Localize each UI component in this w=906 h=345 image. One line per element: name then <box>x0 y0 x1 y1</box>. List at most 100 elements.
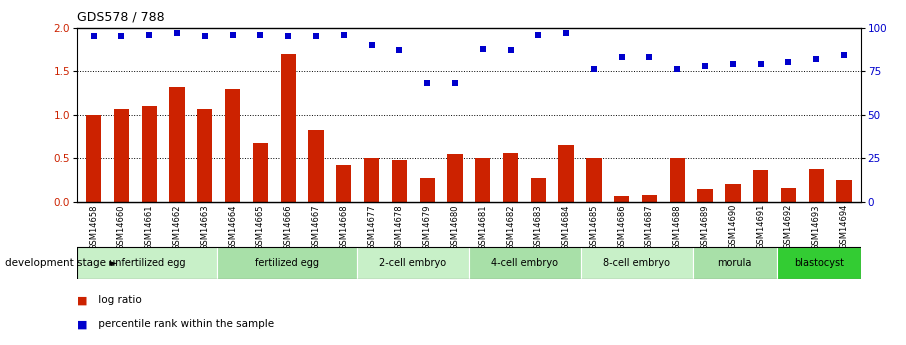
Point <box>448 81 462 86</box>
Bar <box>198 109 213 202</box>
Point <box>726 61 740 67</box>
Bar <box>364 158 380 202</box>
Point <box>419 81 434 86</box>
Bar <box>781 188 796 202</box>
Bar <box>693 247 776 279</box>
Text: percentile rank within the sample: percentile rank within the sample <box>95 319 275 329</box>
Bar <box>169 87 185 202</box>
Bar <box>753 170 768 202</box>
Bar <box>308 130 323 202</box>
Text: GSM14682: GSM14682 <box>506 204 515 249</box>
Text: GSM14687: GSM14687 <box>645 204 654 250</box>
Point <box>169 30 184 36</box>
Point <box>837 53 852 58</box>
Point <box>226 32 240 37</box>
Bar <box>776 247 861 279</box>
Text: GSM14661: GSM14661 <box>145 204 154 249</box>
Point <box>364 42 379 48</box>
Text: GSM14692: GSM14692 <box>784 204 793 249</box>
Text: GSM14679: GSM14679 <box>423 204 431 249</box>
Point <box>142 32 157 37</box>
Bar <box>114 109 130 202</box>
Point <box>253 32 267 37</box>
Bar <box>468 247 581 279</box>
Point <box>754 61 768 67</box>
Bar <box>725 185 740 202</box>
Point <box>476 46 490 51</box>
Text: GDS578 / 788: GDS578 / 788 <box>77 10 165 23</box>
Bar <box>808 169 824 202</box>
Bar <box>225 89 240 202</box>
Point <box>698 63 712 69</box>
Point <box>670 67 685 72</box>
Bar <box>581 247 693 279</box>
Text: GSM14680: GSM14680 <box>450 204 459 249</box>
Point <box>614 55 629 60</box>
Bar <box>475 158 490 202</box>
Bar <box>141 106 157 202</box>
Text: fertilized egg: fertilized egg <box>255 258 319 268</box>
Point <box>392 48 407 53</box>
Text: GSM14693: GSM14693 <box>812 204 821 249</box>
Text: GSM14664: GSM14664 <box>228 204 237 249</box>
Bar <box>357 247 468 279</box>
Point <box>642 55 657 60</box>
Point <box>336 32 351 37</box>
Point <box>559 30 573 36</box>
Text: GSM14686: GSM14686 <box>617 204 626 250</box>
Text: GSM14688: GSM14688 <box>673 204 682 250</box>
Bar <box>253 144 268 202</box>
Point <box>309 33 323 39</box>
Bar <box>670 158 685 202</box>
Bar <box>448 154 463 202</box>
Text: GSM14665: GSM14665 <box>255 204 265 249</box>
Bar <box>391 160 407 202</box>
Point <box>809 56 824 62</box>
Bar <box>531 178 546 202</box>
Bar <box>217 247 357 279</box>
Text: morula: morula <box>718 258 752 268</box>
Text: ■: ■ <box>77 295 88 305</box>
Point <box>781 60 795 65</box>
Bar <box>336 165 352 202</box>
Bar <box>641 195 657 202</box>
Text: GSM14689: GSM14689 <box>700 204 709 249</box>
Text: GSM14667: GSM14667 <box>312 204 321 250</box>
Bar <box>77 247 217 279</box>
Bar <box>503 153 518 202</box>
Text: 2-cell embryo: 2-cell embryo <box>380 258 447 268</box>
Text: GSM14683: GSM14683 <box>534 204 543 250</box>
Text: development stage ►: development stage ► <box>5 258 117 268</box>
Bar <box>836 180 852 202</box>
Text: GSM14660: GSM14660 <box>117 204 126 249</box>
Bar <box>558 145 573 202</box>
Point <box>587 67 602 72</box>
Text: log ratio: log ratio <box>95 295 142 305</box>
Text: 8-cell embryo: 8-cell embryo <box>603 258 670 268</box>
Text: ■: ■ <box>77 319 88 329</box>
Bar <box>614 196 630 202</box>
Text: GSM14694: GSM14694 <box>840 204 849 249</box>
Text: GSM14691: GSM14691 <box>757 204 766 249</box>
Point <box>86 33 101 39</box>
Text: GSM14678: GSM14678 <box>395 204 404 250</box>
Bar <box>86 115 101 202</box>
Point <box>198 33 212 39</box>
Point <box>504 48 518 53</box>
Bar <box>419 178 435 202</box>
Bar <box>586 158 602 202</box>
Text: GSM14668: GSM14668 <box>340 204 348 250</box>
Bar <box>281 54 296 202</box>
Text: GSM14690: GSM14690 <box>728 204 737 249</box>
Text: GSM14685: GSM14685 <box>590 204 598 249</box>
Bar <box>698 189 713 202</box>
Text: GSM14658: GSM14658 <box>89 204 98 249</box>
Text: GSM14666: GSM14666 <box>284 204 293 250</box>
Point <box>281 33 295 39</box>
Text: blastocyst: blastocyst <box>794 258 843 268</box>
Text: GSM14677: GSM14677 <box>367 204 376 250</box>
Text: GSM14663: GSM14663 <box>200 204 209 250</box>
Text: GSM14662: GSM14662 <box>172 204 181 249</box>
Point <box>114 33 129 39</box>
Text: GSM14684: GSM14684 <box>562 204 571 249</box>
